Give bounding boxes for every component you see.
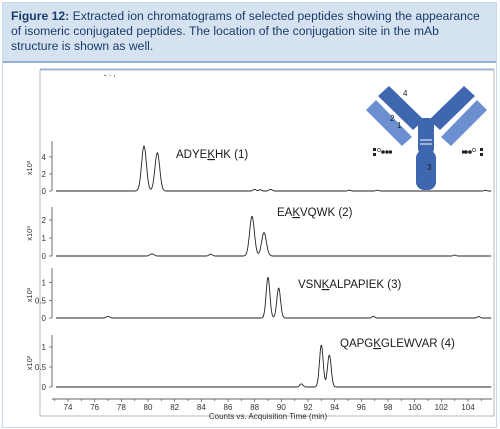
x-tick-label: 98 [384, 403, 393, 412]
x-tick-label: 80 [144, 403, 153, 412]
left-heavy-arm [378, 86, 424, 130]
y-tick-label: 0 [42, 383, 47, 392]
plot-border [39, 69, 495, 417]
glycan-symbol [373, 148, 392, 156]
y-tick-label: 4 [42, 153, 47, 162]
conjugated-lysine: K [322, 279, 330, 291]
caption-text: Extracted ion chromatograms of selected … [11, 9, 480, 53]
glycan-circle [377, 148, 381, 152]
glycan-square [462, 150, 465, 154]
chromatogram-trace [56, 344, 492, 388]
stray-marks: ˘ ` ' [103, 74, 116, 83]
glycan-symbol [462, 148, 483, 156]
chromatogram-panel: 0 1 2 x10³ EAKVQWK (2) [25, 207, 492, 261]
antibody-diagram: 4 21 3 [366, 86, 487, 190]
chromatogram-trace [56, 144, 492, 192]
conjugation-site-label: 3 [427, 163, 432, 172]
x-tick-label: 94 [330, 403, 339, 412]
peptide-label-suffix: VQWK (2) [300, 207, 353, 219]
peptide-label: EAKVQWK (2) [277, 207, 353, 219]
glycan-square [389, 150, 392, 154]
caption-label: Figure 12: [11, 9, 70, 23]
y-unit-label: x10³ [25, 226, 34, 241]
figure-caption: Figure 12: Extracted ion chromatograms o… [11, 9, 489, 54]
glycan-square [373, 153, 376, 156]
glycan-circle [468, 150, 472, 154]
y-unit-label: x10³ [25, 287, 34, 302]
x-axis-title: Counts vs. Acquisition Time (min) [209, 412, 328, 421]
peptide-label-prefix: QAPG [340, 338, 373, 350]
y-tick-label: 0.5 [35, 363, 47, 372]
glycan-circle [385, 150, 389, 154]
conjugation-site-label: 4 [403, 89, 408, 98]
conjugation-site-label: 2 [390, 114, 395, 123]
y-tick-label: 1 [42, 234, 47, 243]
peptide-label-suffix: HK (1) [215, 149, 248, 161]
x-tick-label: 78 [117, 403, 126, 412]
peptide-label: ADYEKHK (1) [176, 149, 248, 161]
y-tick-label: 2 [42, 170, 47, 179]
y-unit-label: x10³ [25, 355, 34, 370]
y-tick-label: 0 [42, 187, 47, 196]
peptide-label-prefix: VSN [298, 279, 322, 291]
caption-box: Figure 12: Extracted ion chromatograms o… [3, 3, 496, 61]
y-tick-label: 0 [42, 252, 47, 261]
y-tick-label: 2 [42, 216, 47, 225]
x-tick-label: 88 [250, 403, 259, 412]
y-tick-label: 1 [42, 343, 47, 352]
x-tick-label: 92 [304, 403, 313, 412]
x-tick-label: 84 [197, 403, 206, 412]
peptide-label-prefix: EA [277, 207, 293, 219]
conjugated-lysine: K [292, 207, 300, 219]
x-tick-label: 86 [224, 403, 233, 412]
y-unit-label: x10³ [25, 160, 34, 175]
fc-domain [416, 150, 436, 190]
peptide-label-prefix: ADYE [176, 149, 208, 161]
right-heavy-arm [429, 86, 475, 130]
peptide-label-suffix: ALPAPIEK (3) [329, 279, 401, 291]
conjugation-site-label: 1 [397, 121, 402, 130]
chromatogram-panel: 0 2 4 x10³ ADYEKHK (1) [25, 141, 492, 196]
x-tick-label: 90 [277, 403, 286, 412]
x-tick-label: 82 [170, 403, 179, 412]
y-tick-label: 0 [42, 314, 47, 323]
glycan-circle [472, 148, 476, 152]
conjugated-lysine: K [373, 338, 381, 350]
y-tick-label: 1 [42, 279, 47, 288]
glycan-square [373, 148, 376, 151]
chromatogram-panel: 0 0.5 1 x10³ QAPGKGLEWVAR (4) [25, 335, 492, 392]
peptide-label-suffix: GLEWVAR (4) [381, 338, 455, 350]
chromatogram-trace [56, 216, 492, 257]
conjugated-lysine: K [207, 149, 215, 161]
peptide-label: QAPGKGLEWVAR (4) [340, 338, 455, 350]
hinge-domain [418, 118, 434, 154]
glycan-square [480, 153, 483, 156]
glycan-circle [464, 150, 468, 154]
caption-separator [3, 61, 496, 63]
chromatogram-panel: 0 0.5 1 x10³ VSNKALPAPIEK (3) [25, 268, 492, 323]
glycan-square [480, 148, 483, 151]
left-light-arm [366, 100, 412, 146]
x-tick-label: 100 [408, 403, 422, 412]
peptide-label: VSNKALPAPIEK (3) [298, 279, 402, 291]
x-tick-label: 96 [357, 403, 366, 412]
glycan-circle [381, 150, 385, 154]
x-tick-label: 76 [90, 403, 99, 412]
y-tick-label: 0.5 [35, 296, 47, 305]
x-tick-label: 104 [461, 403, 475, 412]
x-tick-label: 102 [435, 403, 449, 412]
right-light-arm [441, 100, 487, 146]
x-tick-label: 74 [64, 403, 73, 412]
chromatogram-trace [56, 277, 492, 319]
